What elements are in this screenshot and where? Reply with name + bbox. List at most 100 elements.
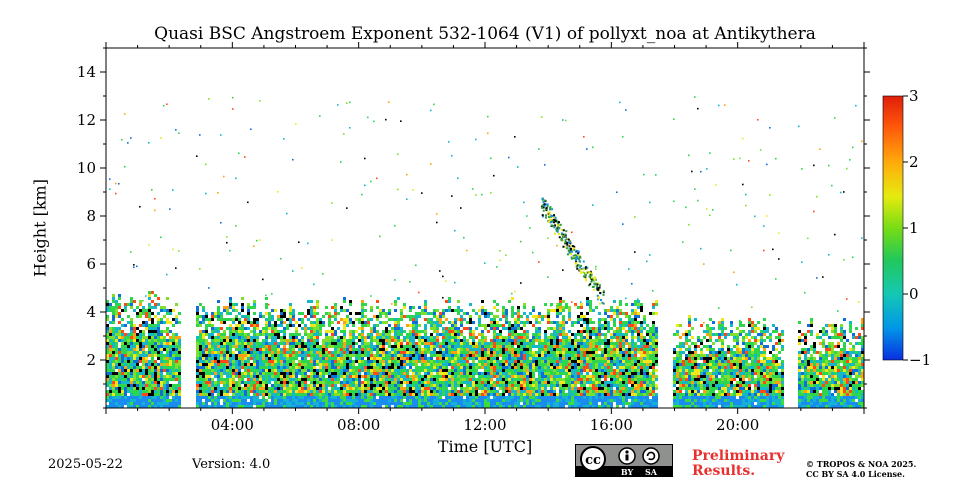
heatmap-cell — [145, 372, 148, 375]
heatmap-cell — [391, 369, 394, 372]
heatmap-cell — [451, 405, 454, 408]
heatmap-cell — [148, 291, 151, 294]
heatmap-cell — [106, 357, 109, 360]
heatmap-cell — [502, 387, 505, 390]
heatmap-cell — [613, 348, 616, 351]
heatmap-cell — [532, 251, 534, 254]
heatmap-cell — [439, 342, 442, 345]
heatmap-cell — [391, 399, 394, 402]
heatmap-cell — [508, 384, 511, 387]
heatmap-cell — [538, 321, 541, 324]
heatmap-cell — [391, 357, 394, 360]
heatmap-cell — [247, 384, 250, 387]
heatmap-cell — [244, 336, 247, 339]
heatmap-cell — [292, 270, 294, 272]
heatmap-cell — [388, 324, 391, 327]
heatmap-cell — [433, 345, 436, 348]
heatmap-cell — [277, 318, 280, 321]
heatmap-cell — [457, 342, 460, 345]
heatmap-cell — [550, 327, 553, 330]
heatmap-cell — [562, 345, 565, 348]
heatmap-cell — [472, 405, 475, 408]
heatmap-cell — [211, 327, 214, 330]
heatmap-cell — [349, 384, 352, 387]
heatmap-cell — [286, 378, 289, 381]
heatmap-cell — [541, 360, 544, 363]
heatmap-cell — [136, 381, 139, 384]
heatmap-cell — [211, 396, 214, 399]
heatmap-cell — [133, 345, 136, 348]
heatmap-cell — [178, 132, 180, 135]
heatmap-cell — [577, 369, 580, 372]
heatmap-cell — [547, 375, 550, 378]
heatmap-cell — [142, 402, 145, 405]
heatmap-cell — [442, 360, 445, 363]
heatmap-cell — [532, 384, 535, 387]
heatmap-cell — [412, 351, 415, 354]
heatmap-cell — [604, 348, 607, 351]
heatmap-cell — [400, 354, 403, 357]
heatmap-cell — [604, 336, 607, 339]
heatmap-cell — [295, 339, 298, 342]
heatmap-cell — [355, 342, 358, 345]
heatmap-cell — [232, 345, 235, 348]
heatmap-cell — [139, 372, 142, 375]
heatmap-cell — [133, 402, 136, 405]
heatmap-cell — [496, 327, 499, 330]
heatmap-cell — [514, 342, 517, 345]
heatmap-cell — [133, 375, 136, 378]
heatmap-cell — [553, 360, 556, 363]
heatmap-cell — [505, 387, 508, 390]
heatmap-cell — [478, 345, 481, 348]
heatmap-cell — [490, 399, 493, 402]
heatmap-cell — [157, 363, 160, 366]
heatmap-cell — [571, 390, 574, 393]
heatmap-cell — [172, 378, 175, 381]
heatmap-cell — [544, 369, 547, 372]
heatmap-cell — [157, 387, 160, 390]
heatmap-cell — [595, 390, 598, 393]
heatmap-cell — [286, 396, 289, 399]
heatmap-cell — [574, 366, 577, 369]
heatmap-cell — [610, 366, 613, 369]
heatmap-cell — [427, 384, 430, 387]
heatmap-cell — [145, 369, 148, 372]
heatmap-cell — [505, 363, 508, 366]
heatmap-cell — [463, 312, 466, 315]
heatmap-cell — [247, 321, 250, 324]
heatmap-cell — [331, 396, 334, 399]
heatmap-cell — [142, 405, 145, 408]
heatmap-cell — [562, 333, 565, 336]
heatmap-cell — [391, 372, 394, 375]
heatmap-cell — [196, 155, 198, 157]
heatmap-cell — [583, 369, 586, 372]
heatmap-cell — [154, 378, 157, 381]
heatmap-cell — [151, 324, 154, 327]
heatmap-cell — [358, 312, 361, 315]
heatmap-cell — [277, 375, 280, 378]
heatmap-cell — [142, 336, 145, 339]
heatmap-cell — [550, 339, 553, 342]
heatmap-cell — [115, 399, 118, 402]
heatmap-cell — [586, 396, 589, 399]
heatmap-cell — [292, 309, 295, 312]
heatmap-cell — [586, 342, 589, 345]
heatmap-cell — [310, 372, 313, 375]
heatmap-cell — [121, 375, 124, 378]
heatmap-cell — [493, 351, 496, 354]
heatmap-cell — [583, 330, 586, 333]
heatmap-cell — [499, 369, 502, 372]
heatmap-cell — [568, 306, 571, 309]
heatmap-cell — [475, 402, 478, 405]
heatmap-cell — [241, 336, 244, 339]
heatmap-cell — [556, 366, 559, 369]
heatmap-cell — [340, 405, 343, 408]
heatmap-cell — [121, 378, 124, 381]
heatmap-cell — [313, 315, 316, 318]
heatmap-cell — [583, 351, 586, 354]
heatmap-cell — [448, 339, 451, 342]
heatmap-cell — [574, 381, 577, 384]
heatmap-cell — [157, 396, 160, 399]
heatmap-cell — [436, 384, 439, 387]
heatmap-cell — [331, 239, 333, 241]
